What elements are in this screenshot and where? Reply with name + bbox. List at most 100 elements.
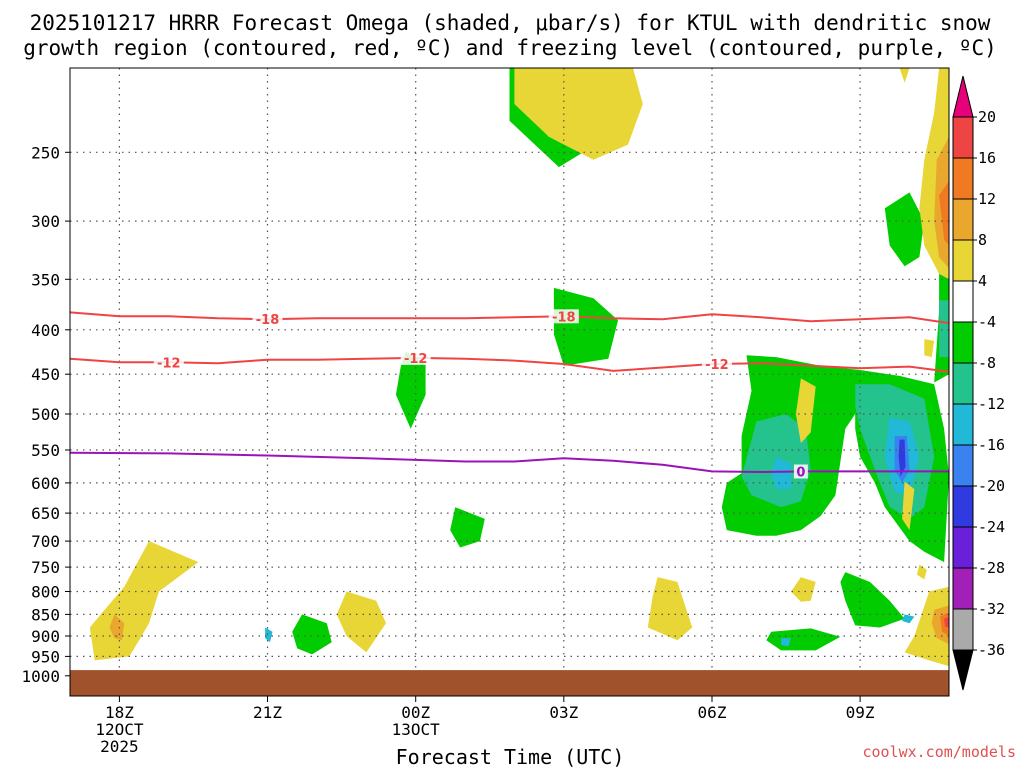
colorbar-box-3 [952,239,974,282]
omega-area-31 [904,586,949,667]
y-tick-label-600: 600 [31,474,60,493]
colorbar-label-10: -24 [978,518,1005,536]
colorbar-label-12: -32 [978,600,1005,618]
contour-line-0 [70,311,949,325]
omega-area-15 [265,627,273,643]
contour-label-bg-0-1 [548,309,579,324]
x-tick-label-06Z: 06Z [698,703,727,722]
chart-title-line-1: 2025101217 HRRR Forecast Omega (shaded, … [30,11,991,35]
omega-area-24 [795,378,816,444]
colorbar-label-3: 8 [978,231,987,249]
omega-area-6 [450,507,485,548]
y-tick-label-250: 250 [31,143,60,162]
colorbar-box-4 [952,280,974,323]
omega-area-20 [514,68,643,160]
colorbar-label-5: -4 [978,313,996,331]
omega-area-7 [292,614,332,655]
contour-label-bg-0-0 [252,312,283,327]
colorbar-label-7: -12 [978,395,1005,413]
colorbar-label-13: -36 [978,641,1005,659]
omega-area-12 [939,300,949,358]
x-tick-label-18Z: 18Z [105,703,134,722]
contour-label-bg-1-1 [400,350,431,365]
contour-layer: -18 -18 -12 -12 -12 0 [70,309,949,481]
y-tick-label-750: 750 [31,558,60,577]
colorbar-box-6 [952,362,974,405]
colorbar-label-11: -28 [978,559,1005,577]
omega-area-33 [109,614,125,641]
omega-area-1 [884,192,925,267]
colorbar-label-4: 4 [978,272,987,290]
y-tick-label-700: 700 [31,532,60,551]
colorbar-label-6: -8 [978,354,996,372]
omega-area-8 [840,572,905,628]
y-tick-label-450: 450 [31,365,60,384]
contour-line-1 [70,356,949,373]
colorbar-label-9: -20 [978,477,1005,495]
colorbar-label-8: -16 [978,436,1005,454]
omega-area-13 [771,456,791,490]
y-tick-label-800: 800 [31,583,60,602]
credit-text: coolwx.com/models [862,743,1016,761]
colorbar-box-9 [952,485,974,528]
y-tick-label-900: 900 [31,627,60,646]
x-tick-year-18Z: 2025 [100,737,139,756]
omega-area-30 [791,577,816,602]
y-tick-label-650: 650 [31,504,60,523]
x-tick-date-18Z: 12OCT [95,720,144,739]
x-tick-label-21Z: 21Z [253,703,282,722]
colorbar-box-10 [952,526,974,569]
x-tick-label-03Z: 03Z [549,703,578,722]
y-tick-label-850: 850 [31,605,60,624]
y-axis: 250 300 350 400 450 500 550 600 650 700 750 800 850 9… [21,143,70,686]
x-axis-label: Forecast Time (UTC) [396,745,625,768]
omega-area-16 [781,638,791,647]
colorbar: 20 16 12 8 4 -4 -8 -12 -16 -20 -24 -28 -32 -36 [952,75,1005,691]
y-tick-label-950: 950 [31,647,60,666]
colorbar-box-1 [952,157,974,200]
x-tick-label-00Z: 00Z [401,703,430,722]
contour-label-1-2: -12 [705,358,729,373]
chart-title-line-2: growth region (contoured, red, ºC) and f… [23,36,997,60]
x-tick-date-00Z: 13OCT [392,720,441,739]
contour-label-0-1: -18 [552,310,576,325]
y-tick-label-400: 400 [31,321,60,340]
omega-area-19 [898,439,906,477]
plot-frame [69,67,950,697]
omega-area-35 [939,181,949,246]
omega-area-29 [647,577,693,641]
colorbar-box-2 [952,198,974,241]
colorbar-bottom-triangle [952,649,974,691]
contour-label-bg-1-0 [153,355,184,370]
colorbar-box-0 [952,116,974,159]
x-tick-label-09Z: 09Z [846,703,875,722]
omega-area-26 [916,564,927,580]
colorbar-box-5 [952,321,974,364]
colorbar-label-0: 20 [978,108,996,126]
contour-line-2 [70,451,949,474]
contour-label-1-0: -12 [157,356,181,371]
ground-below-surface [70,670,949,696]
colorbar-label-1: 16 [978,149,996,167]
omega-area-3 [395,351,426,429]
grid-layer [70,68,949,696]
omega-area-37 [944,616,949,628]
colorbar-box-11 [952,567,974,610]
colorbar-label-2: 12 [978,190,996,208]
omega-area-28 [336,591,386,653]
contour-label-bg-2-0 [793,464,808,479]
omega-area-25 [902,481,915,531]
contour-label-bg-1-2 [701,356,732,371]
colorbar-box-8 [952,444,974,487]
contour-label-1-1: -12 [404,352,428,367]
y-tick-label-350: 350 [31,270,60,289]
omega-area-17 [902,614,915,624]
omega-area-2 [553,287,619,366]
y-tick-label-500: 500 [31,405,60,424]
omega-shading-layer [89,68,949,667]
colorbar-box-7 [952,403,974,446]
omega-area-23 [924,339,935,358]
y-tick-label-550: 550 [31,441,60,460]
